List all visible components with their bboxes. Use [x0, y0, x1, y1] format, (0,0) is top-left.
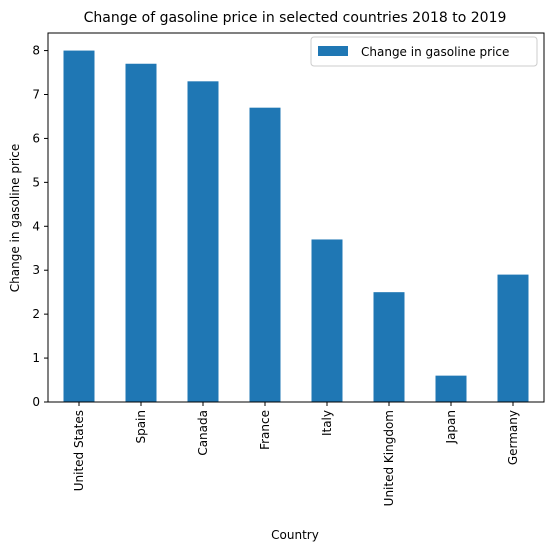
legend-label: Change in gasoline price — [361, 45, 509, 59]
y-tick-label: 7 — [32, 88, 40, 102]
legend: Change in gasoline price — [310, 36, 538, 67]
x-tick-label: France — [258, 410, 272, 450]
y-tick-label: 5 — [32, 175, 40, 189]
bar-united-states — [63, 50, 95, 402]
x-tick-label: Italy — [320, 410, 334, 436]
x-tick-label: Germany — [506, 410, 520, 465]
y-tick-label: 4 — [32, 219, 40, 233]
y-tick-label: 8 — [32, 44, 40, 58]
bar-germany — [497, 274, 529, 402]
y-tick-label: 3 — [32, 263, 40, 277]
bar-united-kingdom — [373, 292, 405, 402]
bar-spain — [125, 63, 157, 402]
x-tick-label: Japan — [444, 410, 458, 444]
y-tick-label: 2 — [32, 307, 40, 321]
x-tick-label: Canada — [196, 410, 210, 456]
plot-area: 0 1 2 3 4 5 6 7 8 United States Spain Canada France I… — [32, 32, 545, 506]
legend-frame — [310, 36, 538, 67]
y-tick-label: 6 — [32, 131, 40, 145]
x-axis-label: Country — [271, 528, 319, 542]
legend-swatch — [318, 46, 348, 56]
y-tick-label: 1 — [32, 351, 40, 365]
bar-japan — [435, 375, 467, 402]
axes-frame — [47, 32, 545, 403]
chart-title: Change of gasoline price in selected cou… — [84, 10, 507, 26]
x-tick-label: Spain — [134, 410, 148, 444]
x-tick-label: United States — [72, 410, 86, 491]
bar-italy — [311, 239, 343, 402]
bar-canada — [187, 81, 219, 403]
x-tick-label: United Kingdom — [382, 410, 396, 506]
y-tick-label: 0 — [32, 395, 40, 409]
bar-france — [249, 107, 281, 402]
y-axis-label: Change in gasoline price — [8, 144, 22, 292]
